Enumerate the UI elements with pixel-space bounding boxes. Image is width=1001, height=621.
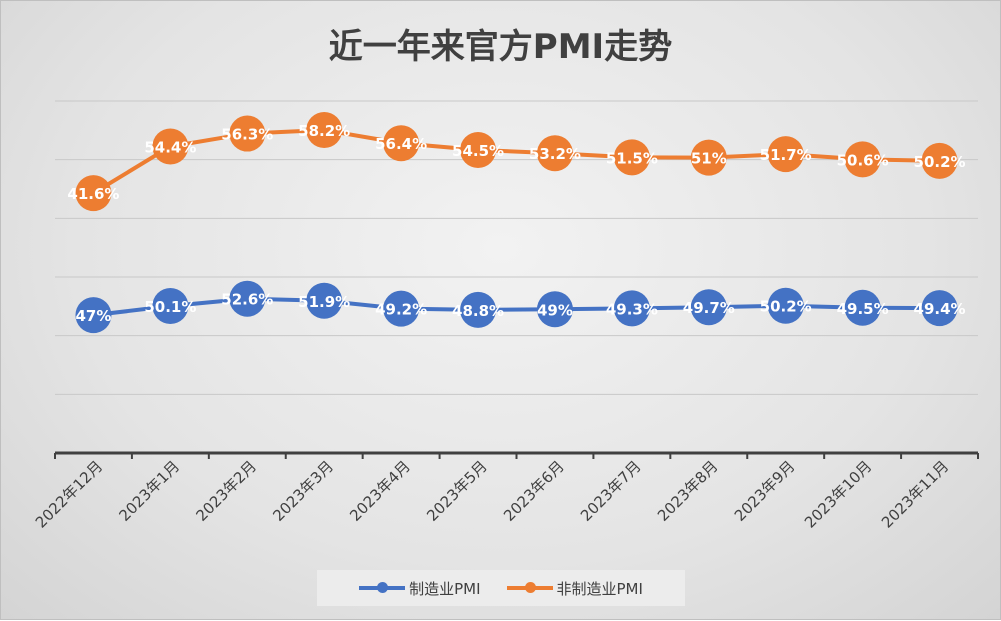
data-label: 54.5%	[452, 142, 504, 160]
data-label: 49.2%	[375, 301, 427, 319]
x-tick-label: 2022年12月	[32, 457, 106, 531]
data-point	[690, 139, 727, 176]
data-point	[306, 112, 343, 149]
data-label: 50.1%	[144, 298, 196, 316]
x-tick-label: 2023年4月	[346, 457, 414, 525]
x-tick-label: 2023年2月	[192, 457, 260, 525]
x-tick-label: 2023年3月	[269, 457, 337, 525]
legend-marker-icon	[359, 582, 406, 593]
data-point	[536, 135, 573, 172]
data-point	[383, 290, 420, 327]
data-label: 58.2%	[298, 122, 350, 140]
data-label: 51.7%	[760, 146, 812, 164]
x-tick-label: 2023年11月	[878, 457, 952, 531]
data-label: 49%	[537, 301, 573, 319]
data-point	[767, 287, 804, 324]
x-tick-label: 2023年9月	[731, 457, 799, 525]
data-point	[844, 289, 881, 326]
legend-item-manufacturing: 制造业PMI	[359, 578, 481, 599]
data-label: 51%	[691, 150, 727, 168]
data-label: 54.4%	[144, 138, 196, 156]
data-point	[767, 136, 804, 173]
data-point	[536, 291, 573, 328]
data-label: 47%	[76, 307, 112, 325]
chart-title: 近一年来官方PMI走势	[328, 27, 673, 67]
legend-label: 非制造业PMI	[556, 579, 643, 598]
x-tick-label: 2023年10月	[801, 457, 875, 531]
data-label: 50.6%	[837, 151, 889, 169]
legend-marker-icon	[506, 582, 553, 593]
legend-label: 制造业PMI	[409, 579, 481, 598]
data-point	[460, 131, 497, 168]
data-label: 41.6%	[67, 185, 119, 203]
x-tick-label: 2023年7月	[577, 457, 645, 525]
data-point	[690, 289, 727, 326]
data-label: 56.4%	[375, 135, 427, 153]
data-point	[613, 139, 650, 176]
data-label: 49.5%	[837, 300, 889, 318]
data-point	[75, 175, 112, 212]
data-label: 53.2%	[529, 145, 581, 163]
x-tick-label: 2023年8月	[654, 457, 722, 525]
data-point	[460, 291, 497, 328]
data-point	[844, 141, 881, 178]
data-point	[383, 125, 420, 162]
data-label: 49.4%	[914, 300, 966, 318]
legend: 制造业PMI 非制造业PMI	[317, 570, 685, 606]
data-label: 50.2%	[760, 298, 812, 316]
data-point	[229, 115, 266, 152]
data-label: 49.7%	[683, 299, 735, 317]
data-point	[152, 288, 189, 325]
data-point	[921, 290, 958, 327]
data-point	[152, 128, 189, 165]
data-point	[229, 280, 266, 317]
data-label: 48.8%	[452, 302, 504, 320]
data-point	[306, 282, 343, 319]
x-tick-label: 2023年5月	[423, 457, 491, 525]
x-tick-label: 2023年6月	[500, 457, 568, 525]
legend-item-non-manufacturing: 非制造业PMI	[506, 578, 643, 599]
x-tick-label: 2023年1月	[116, 457, 184, 525]
data-point	[75, 297, 112, 334]
data-label: 56.3%	[221, 126, 273, 144]
data-label: 51.9%	[298, 293, 350, 311]
data-point	[921, 142, 958, 179]
data-label: 50.2%	[914, 153, 966, 171]
data-label: 49.3%	[606, 300, 658, 318]
data-point	[613, 290, 650, 327]
data-label: 52.6%	[221, 291, 273, 309]
data-label: 51.5%	[606, 149, 658, 167]
